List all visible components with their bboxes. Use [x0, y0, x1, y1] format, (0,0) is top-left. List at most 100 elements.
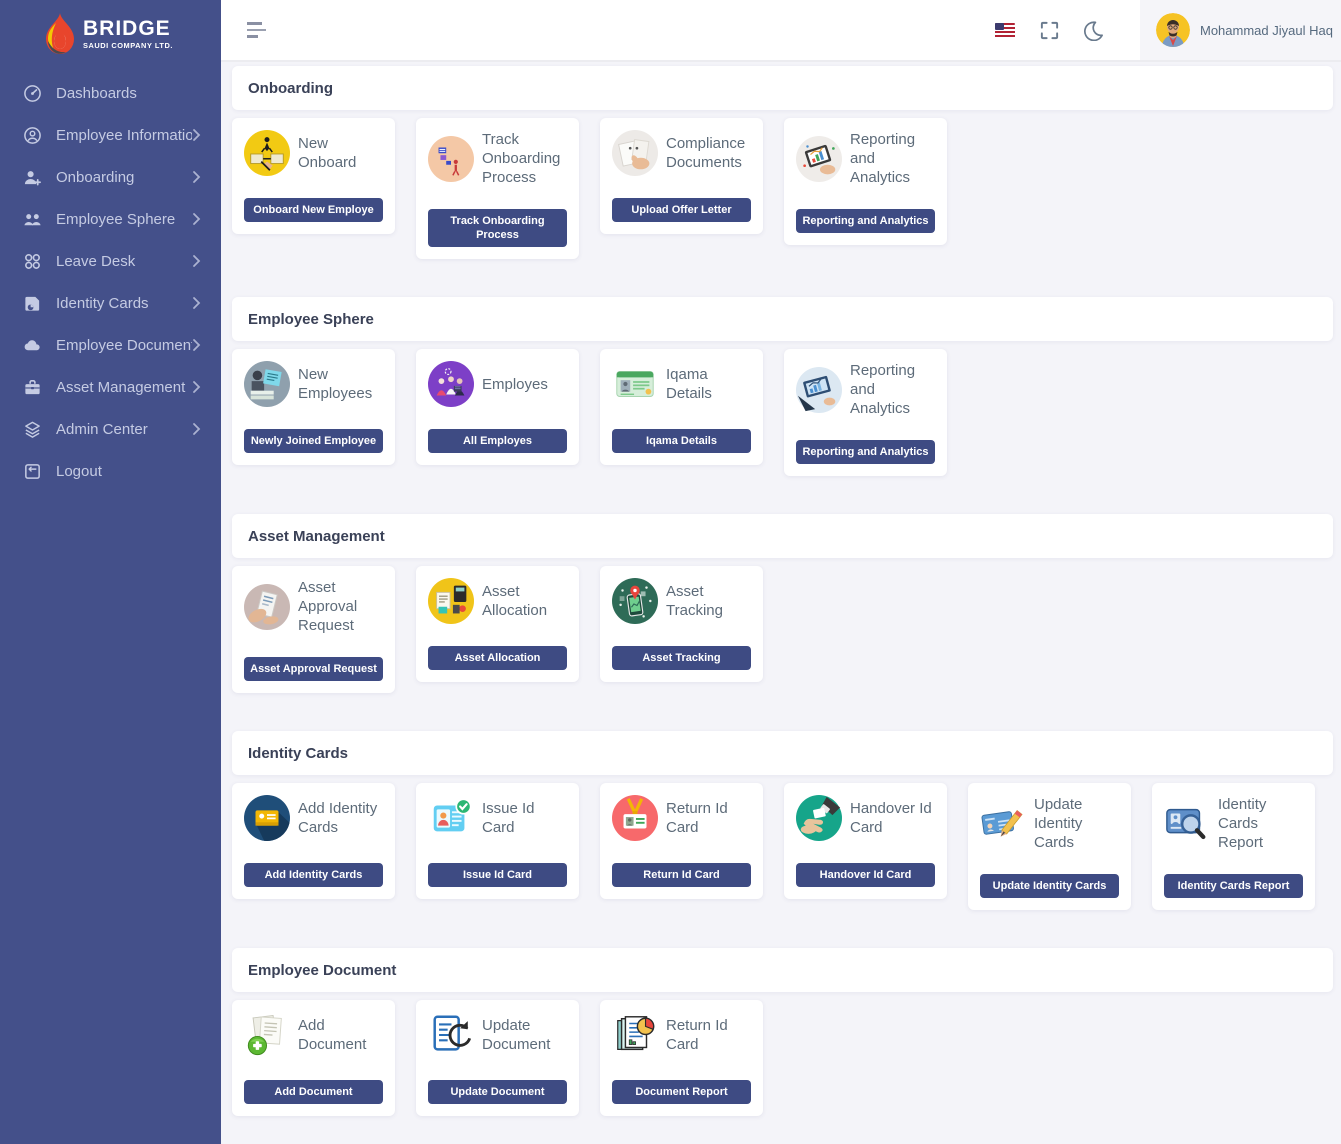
handover-id-card-button[interactable]: Handover Id Card: [796, 863, 935, 887]
sidebar-item-label: Leave Desk: [56, 252, 136, 270]
card-title: Return Id Card: [666, 800, 728, 836]
sidebar-item-label: Employee Sphere: [56, 210, 176, 228]
sidebar-item-employee-information[interactable]: Employee Information: [0, 114, 221, 156]
chevron-right-icon: [193, 297, 201, 309]
compliance-documents-icon: [612, 130, 658, 176]
card-new-employees: New Employees Newly Joined Employee: [232, 349, 395, 465]
return-id-card-button[interactable]: Return Id Card: [612, 863, 751, 887]
sidebar-item-identity-cards[interactable]: Identity Cards: [0, 282, 221, 324]
sidebar-item-dashboards[interactable]: Dashboards: [0, 72, 221, 114]
card-update-identity: Update Identity Cards Update Identity Ca…: [968, 783, 1131, 910]
chevron-right-icon: [193, 171, 201, 183]
avatar: [1156, 13, 1190, 47]
track-onboarding-process-button[interactable]: Track Onboarding Process: [428, 209, 567, 247]
identity-report-icon: [1164, 801, 1210, 847]
asset-approval-request-button[interactable]: Asset Approval Request: [244, 657, 383, 681]
brand-logo[interactable]: BRIDGE SAUDI COMPANY LTD.: [0, 0, 221, 62]
sidebar-item-employee-sphere[interactable]: Employee Sphere: [0, 198, 221, 240]
iqama-details-button[interactable]: Iqama Details: [612, 429, 751, 453]
update-document-button[interactable]: Update Document: [428, 1080, 567, 1104]
flame-logo-icon: [46, 13, 74, 54]
issue-id-card-button[interactable]: Issue Id Card: [428, 863, 567, 887]
add-document-button[interactable]: Add Document: [244, 1080, 383, 1104]
card-issue-id: Issue Id Card Issue Id Card: [416, 783, 579, 899]
card-title: Update Document: [482, 1017, 551, 1053]
card-title: Asset Tracking: [666, 583, 723, 619]
person-circle-icon: [22, 125, 42, 145]
card-new-onboard: New Onboard Onboard New Employe: [232, 118, 395, 234]
new-onboard-icon: [244, 130, 290, 176]
card-title: Identity Cards Report: [1218, 796, 1267, 851]
fullscreen-icon[interactable]: [1038, 19, 1060, 41]
asset-allocation-button[interactable]: Asset Allocation: [428, 646, 567, 670]
sidebar-item-label: Employee Information: [56, 126, 192, 144]
add-identity-cards-button[interactable]: Add Identity Cards: [244, 863, 383, 887]
section-title: Employee Document: [248, 961, 397, 979]
add-document-icon: [244, 1012, 290, 1058]
card-title: Add Identity Cards: [298, 800, 378, 836]
us-flag-icon[interactable]: [994, 19, 1016, 41]
card-title: Iqama Details: [666, 366, 712, 402]
reporting-analytics-icon: [796, 135, 842, 182]
menu-icon[interactable]: [247, 22, 266, 38]
card-title: Track Onboarding Process: [482, 131, 561, 186]
section-header-onboarding: Onboarding: [232, 66, 1333, 110]
card-title: Employes: [482, 375, 548, 393]
user-menu[interactable]: Mohammad Jiyaul Haq: [1140, 0, 1341, 60]
card-title: Reporting and Analytics: [850, 362, 916, 417]
moon-icon[interactable]: [1082, 19, 1104, 41]
asset-approval-icon: [244, 583, 290, 630]
all-employees-button[interactable]: All Employes: [428, 429, 567, 453]
sidebar: BRIDGE SAUDI COMPANY LTD. Dashboards Emp…: [0, 0, 221, 1144]
sidebar-item-leave-desk[interactable]: Leave Desk: [0, 240, 221, 282]
identity-cards-report-button[interactable]: Identity Cards Report: [1164, 874, 1303, 898]
section-title: Asset Management: [248, 527, 385, 545]
cloud-icon: [22, 335, 42, 355]
reporting-analytics-laptop-icon: [796, 366, 842, 413]
card-update-document: Update Document Update Document: [416, 1000, 579, 1116]
card-add-identity: Add Identity Cards Add Identity Cards: [232, 783, 395, 899]
card-title: Reporting and Analytics: [850, 131, 916, 186]
dashboard-content: Onboarding New Onboard Onboard New Emplo…: [221, 62, 1341, 1144]
people-icon: [22, 209, 42, 229]
id-card-icon: [22, 293, 42, 313]
sidebar-item-onboarding[interactable]: Onboarding: [0, 156, 221, 198]
card-identity-report: Identity Cards Report Identity Cards Rep…: [1152, 783, 1315, 910]
reporting-analytics-button[interactable]: Reporting and Analytics: [796, 440, 935, 464]
chevron-right-icon: [193, 381, 201, 393]
sidebar-item-label: Dashboards: [56, 84, 137, 102]
card-track-onboarding: Track Onboarding Process Track Onboardin…: [416, 118, 579, 259]
brand-subtitle: SAUDI COMPANY LTD.: [83, 41, 173, 50]
sidebar-nav: Dashboards Employee Information Onboardi…: [0, 62, 221, 492]
card-title: New Onboard: [298, 135, 357, 171]
card-row-employee-sphere: New Employees Newly Joined Employee Empl…: [232, 349, 1333, 476]
card-asset-approval: Asset Approval Request Asset Approval Re…: [232, 566, 395, 693]
card-title: Add Document: [298, 1017, 367, 1053]
sidebar-item-employee-document[interactable]: Employee Document: [0, 324, 221, 366]
card-asset-allocation: Asset Allocation Asset Allocation: [416, 566, 579, 682]
onboard-new-employee-button[interactable]: Onboard New Employe: [244, 198, 383, 222]
top-header: Mohammad Jiyaul Haq: [221, 0, 1341, 62]
card-title: Update Identity Cards: [1034, 796, 1083, 851]
section-title: Employee Sphere: [248, 310, 374, 328]
issue-id-icon: [428, 795, 474, 841]
card-iqama-details: Iqama Details Iqama Details: [600, 349, 763, 465]
card-reporting-analytics: Reporting and Analytics Reporting and An…: [784, 118, 947, 245]
reporting-analytics-button[interactable]: Reporting and Analytics: [796, 209, 935, 233]
section-header-identity-cards: Identity Cards: [232, 731, 1333, 775]
card-title: Compliance Documents: [666, 135, 746, 171]
return-id-icon: [612, 795, 658, 841]
newly-joined-employee-button[interactable]: Newly Joined Employee: [244, 429, 383, 453]
sidebar-item-label: Asset Management: [56, 378, 186, 396]
sidebar-item-admin-center[interactable]: Admin Center: [0, 408, 221, 450]
document-report-icon: [612, 1012, 658, 1058]
update-identity-cards-button[interactable]: Update Identity Cards: [980, 874, 1119, 898]
asset-tracking-icon: [612, 578, 658, 624]
add-identity-icon: [244, 795, 290, 841]
sidebar-item-logout[interactable]: Logout: [0, 450, 221, 492]
sidebar-item-label: Identity Cards: [56, 294, 149, 312]
sidebar-item-asset-management[interactable]: Asset Management: [0, 366, 221, 408]
asset-tracking-button[interactable]: Asset Tracking: [612, 646, 751, 670]
upload-offer-letter-button[interactable]: Upload Offer Letter: [612, 198, 751, 222]
document-report-button[interactable]: Document Report: [612, 1080, 751, 1104]
